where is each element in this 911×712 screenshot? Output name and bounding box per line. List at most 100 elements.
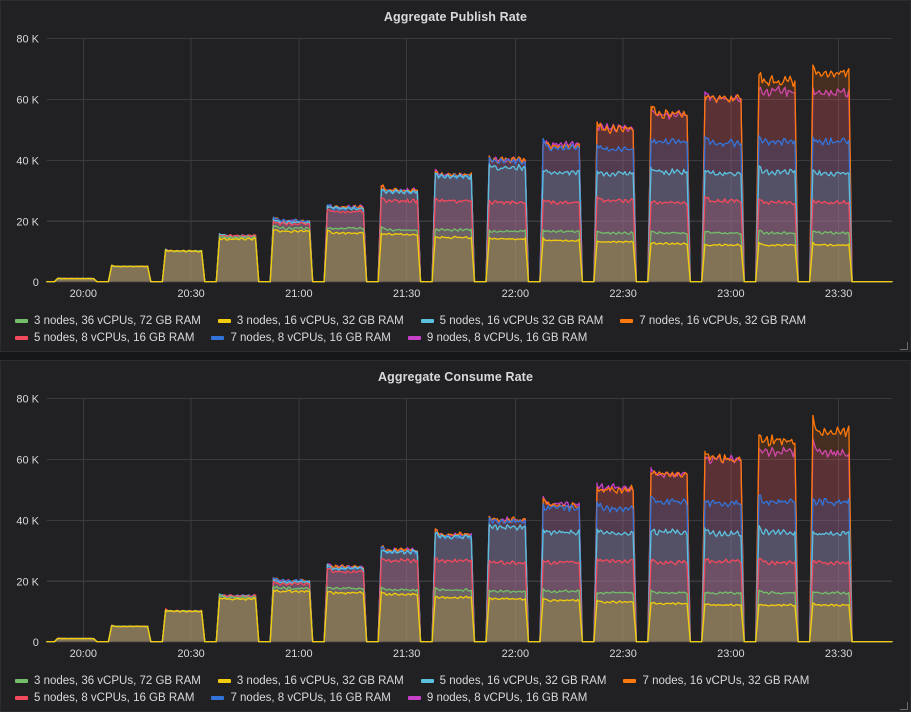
- x-axis-tick-label: 23:00: [717, 648, 744, 660]
- legend-color-swatch[interactable]: [620, 319, 634, 323]
- legend-item[interactable]: 7 nodes, 16 vCPUs, 32 GB RAM: [620, 314, 806, 328]
- legend-color-swatch[interactable]: [420, 679, 434, 683]
- legend-item[interactable]: 5 nodes, 16 vCPUs, 32 GB RAM: [420, 674, 607, 688]
- legend-item-label: 9 nodes, 8 vCPUs, 16 GB RAM: [426, 692, 588, 704]
- series-area: [46, 586, 893, 642]
- series-area: [46, 558, 893, 642]
- x-axis-tick-label: 20:30: [177, 648, 204, 660]
- x-axis-tick-label: 21:00: [285, 648, 312, 660]
- series-area: [46, 524, 893, 642]
- series-area: [46, 229, 893, 282]
- x-axis-tick-label: 22:30: [609, 648, 636, 660]
- x-axis-tick-label: 23:00: [717, 288, 744, 300]
- series-area: [46, 135, 893, 282]
- legend-item-label: 5 nodes, 8 vCPUs, 16 GB RAM: [34, 692, 195, 704]
- legend-item-label: 9 nodes, 8 vCPUs, 16 GB RAM: [426, 332, 588, 344]
- panel-resize-handle[interactable]: [899, 701, 908, 710]
- legend-color-swatch[interactable]: [211, 696, 225, 700]
- y-axis-tick-label: 20 K: [16, 576, 39, 588]
- legend-item[interactable]: 9 nodes, 8 vCPUs, 16 GB RAM: [407, 691, 588, 705]
- chart-legend-consume-rate[interactable]: 3 nodes, 36 vCPUs, 72 GB RAM 3 nodes, 16 …: [1, 668, 910, 711]
- x-axis-tick-label: 20:00: [70, 648, 97, 660]
- legend-item-label: 7 nodes, 16 vCPUs, 32 GB RAM: [642, 675, 810, 687]
- y-axis-tick-label: 80 K: [16, 34, 39, 46]
- series-area: [46, 415, 893, 642]
- panel-title[interactable]: Aggregate Consume Rate: [377, 370, 533, 384]
- series-area: [46, 164, 893, 282]
- panel-spacer: [0, 352, 911, 360]
- x-axis-tick-label: 21:30: [393, 288, 420, 300]
- legend-color-swatch[interactable]: [15, 336, 28, 340]
- legend-item[interactable]: 9 nodes, 8 vCPUs, 16 GB RAM: [407, 331, 588, 345]
- series-area: [46, 86, 893, 282]
- legend-color-swatch[interactable]: [217, 319, 231, 323]
- x-axis-tick-label: 20:00: [70, 288, 97, 300]
- series-area: [46, 589, 893, 642]
- legend-item-label: 7 nodes, 16 vCPUs, 32 GB RAM: [639, 315, 807, 327]
- legend-item-label: 5 nodes, 16 vCPUs 32 GB RAM: [439, 315, 604, 327]
- chart-area[interactable]: 0 20 K 40 K 60 K 80 K 20:00 20:30 21:00 21:30 22:…: [5, 386, 896, 668]
- legend-item-label: 5 nodes, 8 vCPUs, 16 GB RAM: [34, 332, 195, 344]
- legend-color-swatch[interactable]: [407, 336, 421, 340]
- x-axis-tick-label: 21:00: [285, 288, 312, 300]
- x-axis-tick-label: 20:30: [177, 288, 204, 300]
- legend-color-swatch[interactable]: [211, 336, 225, 340]
- legend-item[interactable]: 3 nodes, 36 vCPUs, 72 GB RAM: [15, 314, 201, 328]
- series-line: [46, 589, 893, 643]
- legend-item[interactable]: 7 nodes, 16 vCPUs, 32 GB RAM: [623, 674, 809, 688]
- series-line: [46, 228, 893, 283]
- y-axis-tick-label: 60 K: [16, 94, 39, 106]
- legend-item[interactable]: 3 nodes, 36 vCPUs, 72 GB RAM: [15, 674, 201, 688]
- x-axis-tick-label: 22:00: [502, 288, 529, 300]
- legend-color-swatch[interactable]: [15, 696, 28, 700]
- legend-item-label: 3 nodes, 36 vCPUs, 72 GB RAM: [34, 675, 201, 687]
- legend-item[interactable]: 7 nodes, 8 vCPUs, 16 GB RAM: [211, 331, 391, 345]
- panel-resize-handle[interactable]: [899, 341, 908, 350]
- legend-item-label: 5 nodes, 16 vCPUs, 32 GB RAM: [439, 675, 607, 687]
- legend-item-label: 3 nodes, 36 vCPUs, 72 GB RAM: [34, 315, 201, 327]
- legend-item-label: 3 nodes, 16 vCPUs, 32 GB RAM: [236, 315, 404, 327]
- legend-color-swatch[interactable]: [15, 319, 28, 323]
- x-axis-tick-label: 21:30: [393, 648, 420, 660]
- series-7: [46, 589, 893, 643]
- panel-title[interactable]: Aggregate Publish Rate: [383, 10, 528, 24]
- legend-item-label: 7 nodes, 8 vCPUs, 16 GB RAM: [230, 332, 391, 344]
- legend-item[interactable]: 7 nodes, 8 vCPUs, 16 GB RAM: [211, 691, 391, 705]
- legend-item-label: 3 nodes, 16 vCPUs, 32 GB RAM: [236, 675, 404, 687]
- y-axis-tick-label: 0: [33, 277, 39, 289]
- y-axis-tick-label: 40 K: [16, 155, 39, 167]
- y-axis-tick-label: 80 K: [16, 394, 39, 406]
- plot-wrap[interactable]: 0 20 K 40 K 60 K 80 K 20:00 20:30 21:00 21:30 22:…: [5, 392, 896, 668]
- plot-wrap[interactable]: 0 20 K 40 K 60 K 80 K 20:00 20:30 21:00 21:30 22:…: [5, 32, 896, 308]
- series-area: [46, 495, 893, 642]
- timeseries-chart-publish-rate[interactable]: 0 20 K 40 K 60 K 80 K 20:00 20:30 21:00 21:30 22:…: [5, 32, 896, 308]
- y-axis-tick-label: 60 K: [16, 454, 39, 466]
- series-area: [46, 438, 893, 642]
- chart-legend-publish-rate[interactable]: 3 nodes, 36 vCPUs, 72 GB RAM 3 nodes, 16 …: [1, 308, 910, 351]
- legend-item[interactable]: 5 nodes, 16 vCPUs 32 GB RAM: [420, 314, 604, 328]
- legend-color-swatch[interactable]: [217, 679, 231, 683]
- legend-color-swatch[interactable]: [623, 679, 637, 683]
- legend-item[interactable]: 3 nodes, 16 vCPUs, 32 GB RAM: [217, 314, 404, 328]
- series-7: [46, 228, 893, 283]
- legend-item[interactable]: 5 nodes, 8 vCPUs, 16 GB RAM: [15, 691, 194, 705]
- legend-item-label: 7 nodes, 8 vCPUs, 16 GB RAM: [230, 692, 391, 704]
- y-axis-tick-label: 0: [33, 637, 39, 649]
- x-axis-tick-label: 22:00: [502, 648, 529, 660]
- legend-color-swatch[interactable]: [15, 679, 28, 683]
- timeseries-chart-consume-rate[interactable]: 0 20 K 40 K 60 K 80 K 20:00 20:30 21:00 21:30 22:…: [5, 392, 896, 668]
- legend-item[interactable]: 5 nodes, 8 vCPUs, 16 GB RAM: [15, 331, 194, 345]
- series-area: [46, 65, 893, 282]
- x-axis-tick-label: 23:30: [825, 288, 852, 300]
- chart-area[interactable]: 0 20 K 40 K 60 K 80 K 20:00 20:30 21:00 21:30 22:…: [5, 26, 896, 308]
- legend-color-swatch[interactable]: [407, 696, 421, 700]
- panel-aggregate-consume-rate[interactable]: Aggregate Consume Rate 0 20 K 40 K 60 K 80 K…: [0, 360, 911, 712]
- legend-color-swatch[interactable]: [420, 319, 434, 323]
- y-axis-tick-label: 40 K: [16, 515, 39, 527]
- panel-aggregate-publish-rate[interactable]: Aggregate Publish Rate 0 20 K 40 K 60 K 80 K…: [0, 0, 911, 352]
- x-axis-tick-label: 22:30: [609, 288, 636, 300]
- y-axis-tick-label: 20 K: [16, 216, 39, 228]
- x-axis-tick-label: 23:30: [825, 648, 852, 660]
- legend-item[interactable]: 3 nodes, 16 vCPUs, 32 GB RAM: [217, 674, 404, 688]
